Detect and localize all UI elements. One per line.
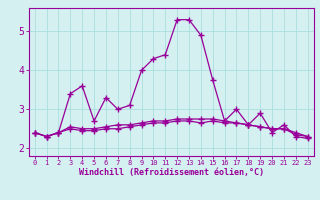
X-axis label: Windchill (Refroidissement éolien,°C): Windchill (Refroidissement éolien,°C) (79, 168, 264, 177)
